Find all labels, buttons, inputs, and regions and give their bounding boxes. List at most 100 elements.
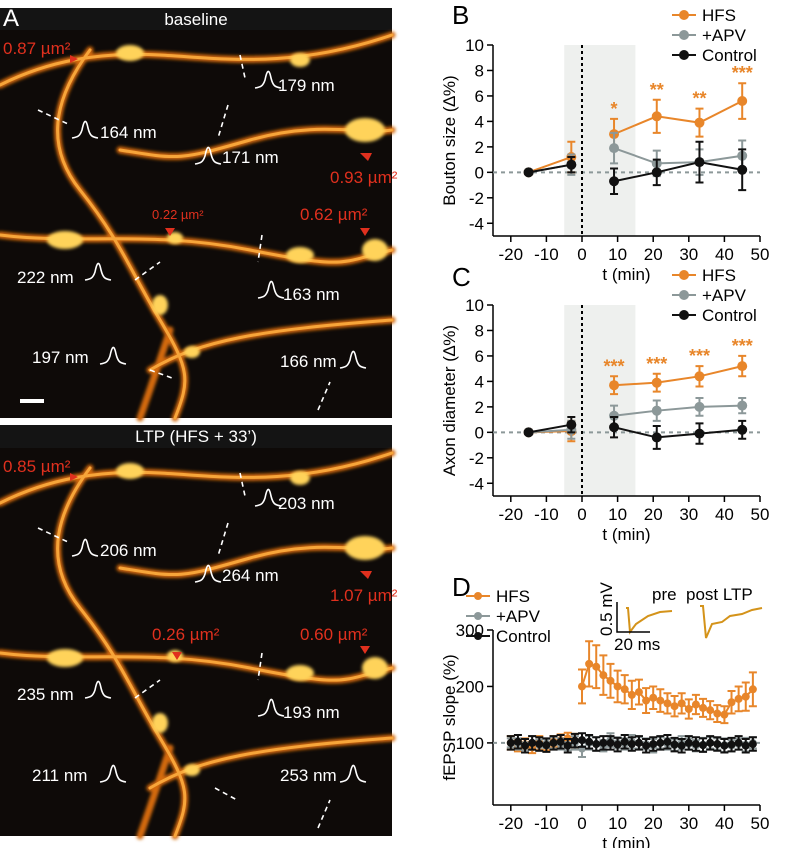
marker	[613, 740, 622, 749]
marker	[727, 740, 736, 749]
marker	[620, 685, 629, 694]
area-label: 0.87 µm²	[3, 39, 71, 58]
marker	[549, 738, 558, 747]
panel-label: D	[452, 572, 471, 602]
area-label: 0.85 µm²	[3, 457, 71, 476]
legend-marker	[679, 30, 689, 40]
x-tick-label: 30	[679, 245, 698, 264]
marker	[737, 361, 748, 372]
scale-label: 20 ms	[614, 635, 660, 654]
width-label: 222 nm	[17, 268, 74, 287]
marker	[694, 117, 705, 128]
legend-label: Control	[496, 627, 551, 646]
y-tick-label: 10	[465, 36, 484, 55]
scale-label: 0.5 mV	[597, 581, 616, 636]
marker	[741, 741, 750, 750]
significance-label: ***	[732, 336, 753, 356]
y-tick-label: 6	[475, 87, 484, 106]
marker	[713, 740, 722, 749]
y-tick-label: 8	[475, 61, 484, 80]
legend-marker	[679, 290, 689, 300]
marker	[599, 738, 608, 747]
x-tick-label: 50	[751, 245, 770, 264]
x-tick-label: 10	[608, 245, 627, 264]
marker	[748, 685, 757, 694]
marker	[694, 157, 705, 168]
y-tick-label: 200	[456, 677, 484, 696]
marker	[651, 377, 662, 388]
significance-label: **	[692, 89, 706, 109]
x-tick-label: 0	[577, 505, 586, 524]
marker	[720, 710, 729, 719]
marker	[563, 741, 572, 750]
y-tick-label: 100	[456, 734, 484, 753]
marker	[634, 688, 643, 697]
x-tick-label: 50	[751, 814, 770, 833]
legend-label: +APV	[496, 607, 541, 626]
y-axis-label: Bouton size (∆%)	[440, 75, 459, 205]
marker	[627, 690, 636, 699]
y-tick-label: 8	[475, 321, 484, 340]
x-tick-label: 40	[715, 814, 734, 833]
marker	[670, 740, 679, 749]
marker	[737, 96, 748, 107]
marker	[694, 371, 705, 382]
area-label: 0.62 µm²	[300, 205, 368, 224]
marker	[521, 741, 530, 750]
x-tick-label: -20	[499, 814, 524, 833]
marker	[663, 699, 672, 708]
x-tick-label: 50	[751, 505, 770, 524]
marker	[627, 740, 636, 749]
x-tick-label: 40	[715, 505, 734, 524]
x-tick-label: 10	[608, 814, 627, 833]
width-label: 211 nm	[32, 766, 87, 785]
width-label: 164 nm	[100, 123, 157, 142]
marker	[592, 662, 601, 671]
marker	[609, 143, 620, 154]
marker	[748, 740, 757, 749]
x-tick-label: 40	[715, 245, 734, 264]
marker	[609, 422, 620, 433]
marker	[566, 159, 577, 170]
marker	[609, 380, 620, 391]
marker	[691, 700, 700, 709]
marker	[656, 696, 665, 705]
line-scans	[37, 54, 331, 411]
width-label: 253 nm	[280, 766, 337, 785]
marker	[651, 167, 662, 178]
marker	[691, 740, 700, 749]
marker	[699, 703, 708, 712]
marker	[566, 419, 577, 430]
marker	[578, 736, 586, 745]
marker	[651, 405, 662, 416]
y-tick-label: 2	[475, 398, 484, 417]
marker	[684, 738, 693, 747]
x-tick-label: 10	[608, 505, 627, 524]
marker	[585, 659, 594, 668]
marker	[609, 176, 620, 187]
x-tick-label: 0	[577, 814, 586, 833]
x-tick-label: -20	[499, 245, 524, 264]
y-tick-label: 4	[475, 112, 484, 131]
width-label: 264 nm	[222, 566, 279, 585]
annotations: 0.87 µm² 0.93 µm² 0.22 µm² 0.62 µm² 179 …	[3, 39, 398, 411]
trace	[626, 607, 673, 635]
legend-marker	[679, 310, 689, 320]
marker	[651, 432, 662, 443]
area-label: 0.26 µm²	[152, 625, 220, 644]
marker	[706, 738, 715, 747]
series-line	[613, 404, 743, 417]
marker	[684, 705, 693, 714]
marker	[649, 693, 658, 702]
marker	[599, 671, 608, 680]
marker	[642, 741, 651, 750]
title-bar	[0, 8, 392, 30]
marker	[699, 741, 708, 750]
y-tick-label: -4	[469, 474, 484, 493]
marker	[528, 738, 537, 747]
x-tick-label: 30	[679, 814, 698, 833]
y-tick-label: -2	[469, 449, 484, 468]
marker	[642, 696, 651, 705]
marker	[737, 164, 748, 175]
